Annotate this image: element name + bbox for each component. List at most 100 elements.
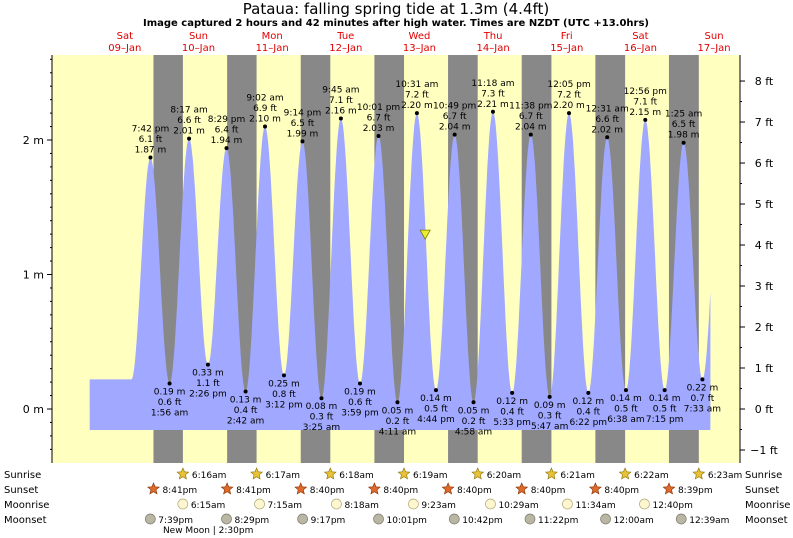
day-date: 09–Jan (108, 43, 141, 54)
right-tick-label: −1 ft (750, 444, 778, 457)
high-tide-point (681, 140, 686, 145)
right-tick-label: 3 ft (755, 280, 774, 293)
tide-label: 3:12 pm (265, 400, 303, 410)
tide-label: 9:45 am (322, 85, 359, 95)
moonset-icon (675, 513, 687, 525)
high-tide-point (187, 136, 192, 141)
sunrise-icon (176, 467, 190, 480)
tide-label: 6:22 pm (570, 418, 608, 428)
tide-label: 2.10 m (249, 115, 281, 125)
right-tick-label: 6 ft (755, 157, 774, 170)
high-tide-point (224, 146, 229, 151)
day-name: Sat (117, 31, 133, 42)
astro-row-label-right: Sunset (745, 485, 779, 496)
sunset-icon (515, 482, 529, 495)
tide-label: 0.12 m (496, 397, 528, 407)
tide-label: 12:56 pm (624, 87, 667, 97)
tide-label: 0.7 ft (691, 394, 715, 404)
tide-label: 2.20 m (401, 101, 433, 111)
sunset-icon (147, 482, 160, 495)
tide-label: 0.14 m (610, 394, 642, 404)
high-tide-point (338, 116, 343, 121)
moonset-icon (373, 513, 384, 525)
low-tide-point (205, 362, 210, 367)
sunrise-icon (471, 467, 485, 480)
left-tick-label: 1 m (23, 269, 44, 282)
day-name: Thu (483, 31, 503, 42)
tide-label: 6.5 ft (291, 119, 315, 129)
tide-label: 0.05 m (458, 406, 490, 416)
day-date: 13–Jan (403, 43, 436, 54)
moonrise-time: 7:15am (268, 501, 303, 511)
tide-label: 1.98 m (668, 131, 700, 141)
tide-label: 8:17 am (170, 106, 207, 116)
day-name: Fri (561, 31, 573, 42)
tide-label: 10:01 pm (357, 103, 400, 113)
moonset-icon (221, 513, 232, 525)
moonrise-icon (254, 498, 265, 510)
tide-label: 2.16 m (325, 106, 357, 116)
moonrise-time: 6:15am (191, 501, 226, 511)
tide-label: 1:25 am (665, 110, 702, 120)
moonset-icon (297, 513, 308, 525)
tide-label: 6.4 ft (215, 126, 239, 136)
tide-label: 2.04 m (439, 123, 471, 133)
tide-label: 12:31 am (586, 104, 629, 114)
tide-label: 6.7 ft (367, 113, 391, 123)
sunrise-time: 6:16am (192, 471, 227, 481)
moonrise-time: 8:18am (344, 501, 379, 511)
tide-label: 1:56 am (151, 408, 188, 418)
moonrise-time: 10:29am (498, 501, 538, 511)
tide-label: 6.1 ft (139, 135, 163, 145)
axes: 0 m 1 m 2 m −1 ft 0 ft 1 ft 2 ft 3 ft 4 ft 5 ft 6 … (23, 55, 779, 463)
tide-label: 7.3 ft (481, 89, 505, 99)
tide-label: 6.6 ft (595, 115, 619, 125)
astro-row-label-left: Moonset (4, 515, 47, 526)
sunrise-icon (250, 467, 264, 480)
tide-label: 5:33 pm (493, 418, 531, 428)
tide-label: 2.02 m (591, 125, 623, 135)
day-date: 17–Jan (697, 43, 730, 54)
chart-subtitle: Image captured 2 hours and 42 minutes af… (143, 18, 649, 29)
moonset-icon (448, 513, 460, 525)
tide-label: 1.87 m (135, 145, 167, 155)
tide-curve (89, 111, 711, 431)
right-tick-label: 1 ft (755, 362, 774, 375)
tide-label: 2.15 m (629, 108, 661, 118)
chart-title: Pataua: falling spring tide at 1.3m (4.4… (243, 0, 550, 18)
tide-label: 7.1 ft (633, 97, 657, 107)
day-date: 11–Jan (256, 43, 289, 54)
sunrise-time: 6:17am (266, 471, 301, 481)
tide-label: 0.13 m (230, 396, 262, 406)
tide-label: 6.7 ft (443, 112, 467, 122)
tide-label: 0.19 m (154, 387, 186, 397)
sunrise-icon (544, 467, 558, 480)
day-date: 10–Jan (182, 43, 215, 54)
tide-label: 4:44 pm (417, 415, 455, 425)
right-tick-label: 5 ft (755, 198, 774, 211)
right-tick-label: 0 ft (755, 403, 774, 416)
tide-label: 7.2 ft (557, 91, 581, 101)
tide-label: 0.4 ft (576, 407, 600, 417)
low-tide-point (510, 390, 515, 395)
low-tide-point (623, 388, 628, 393)
sunrise-time: 6:20am (487, 471, 521, 481)
tide-label: 12:05 pm (547, 80, 590, 90)
high-tide-point (643, 117, 648, 122)
moonrise-icon (331, 498, 342, 510)
tide-label: 9:14 pm (284, 108, 322, 118)
right-tick-label: 2 ft (755, 321, 774, 334)
moonrise-time: 12:40pm (652, 501, 692, 511)
astro-row-label-right: Sunrise (745, 470, 782, 481)
day-date: 15–Jan (550, 43, 583, 54)
high-tide-point (567, 111, 572, 116)
low-tide-point (547, 394, 552, 399)
tide-label: 8:29 pm (208, 115, 246, 125)
left-tick-label: 2 m (23, 134, 44, 147)
tide-label: 1.99 m (287, 129, 319, 139)
tide-label: 0.14 m (420, 394, 452, 404)
tide-label: 0.33 m (192, 369, 224, 379)
low-tide-point (395, 400, 400, 405)
sunset-time: 8:40pm (604, 486, 639, 496)
tide-label: 0.8 ft (272, 390, 296, 400)
